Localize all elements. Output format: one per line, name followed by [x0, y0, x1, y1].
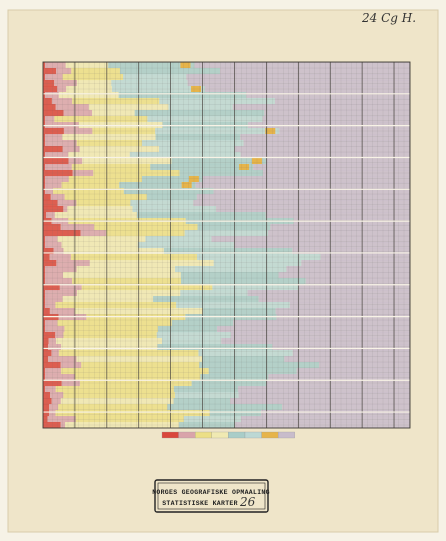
color-legend	[161, 431, 295, 439]
legend-swatch	[178, 431, 196, 439]
legend-swatch	[211, 431, 229, 439]
stamp-line1: NORGES GEOGRAFISKE OPMAALING	[152, 489, 270, 496]
stamp-line2: STATISTISKE KARTER	[162, 500, 238, 507]
legend-swatch	[261, 431, 279, 439]
stamp-border	[154, 479, 269, 513]
fine-grid	[43, 62, 410, 428]
grid-frame	[42, 61, 411, 429]
legend-swatch	[228, 431, 246, 439]
stamp: NORGES GEOGRAFISKE OPMAALING STATISTISKE…	[152, 479, 270, 513]
stamp-inner	[157, 482, 266, 510]
legend-swatch	[278, 431, 295, 439]
legend-swatch	[161, 431, 179, 439]
major-grid	[43, 62, 410, 428]
legend-swatch	[244, 431, 262, 439]
catalog-mark: 24 Cg H.	[361, 11, 416, 25]
stamp-number: 26	[239, 495, 256, 509]
legend-swatch	[195, 431, 212, 439]
